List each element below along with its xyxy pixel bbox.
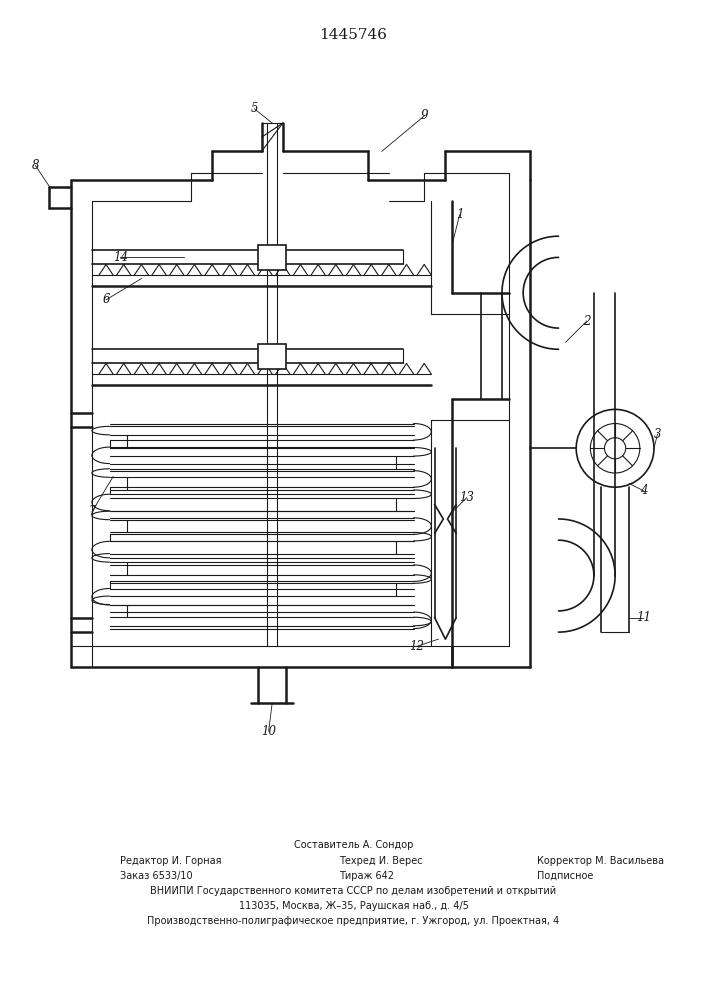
Text: Подписное: Подписное xyxy=(537,871,594,881)
Bar xyxy=(258,344,286,369)
Text: Составитель А. Сондор: Составитель А. Сондор xyxy=(294,840,413,850)
Text: 2: 2 xyxy=(583,315,590,328)
Text: 1445746: 1445746 xyxy=(320,28,387,42)
Text: 113035, Москва, Ж–35, Раушская наб., д. 4/5: 113035, Москва, Ж–35, Раушская наб., д. … xyxy=(238,901,469,911)
Text: 10: 10 xyxy=(261,725,276,738)
Text: Техред И. Верес: Техред И. Верес xyxy=(339,856,423,866)
Bar xyxy=(258,245,286,270)
Text: ВНИИПИ Государственного комитета СССР по делам изобретений и открытий: ВНИИПИ Государственного комитета СССР по… xyxy=(151,886,556,896)
Text: Заказ 6533/10: Заказ 6533/10 xyxy=(120,871,193,881)
Text: 12: 12 xyxy=(409,640,425,653)
Text: 6: 6 xyxy=(103,293,110,306)
Text: 8: 8 xyxy=(32,159,39,172)
Text: Производственно-полиграфическое предприятие, г. Ужгород, ул. Проектная, 4: Производственно-полиграфическое предприя… xyxy=(147,916,560,926)
Text: 11: 11 xyxy=(636,611,651,624)
Text: Редактор И. Горная: Редактор И. Горная xyxy=(120,856,222,866)
Text: 14: 14 xyxy=(112,251,128,264)
Text: 13: 13 xyxy=(459,491,474,504)
Text: 7: 7 xyxy=(88,505,95,518)
Text: 3: 3 xyxy=(654,428,661,441)
Text: 9: 9 xyxy=(421,109,428,122)
Text: 4: 4 xyxy=(640,484,647,497)
Text: Тираж 642: Тираж 642 xyxy=(339,871,395,881)
Text: 1: 1 xyxy=(456,208,463,221)
Text: 5: 5 xyxy=(251,102,258,115)
Text: Корректор М. Васильева: Корректор М. Васильева xyxy=(537,856,665,866)
